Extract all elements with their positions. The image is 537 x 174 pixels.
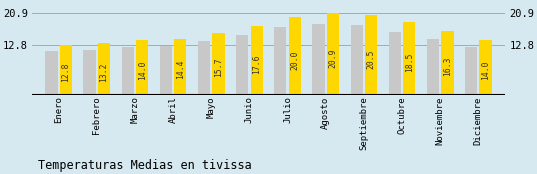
Text: 20.9: 20.9 <box>329 49 337 68</box>
Bar <box>98 43 110 95</box>
Bar <box>121 47 134 95</box>
Bar <box>83 50 96 95</box>
Text: 14.0: 14.0 <box>137 61 147 80</box>
Bar <box>389 32 401 95</box>
Text: 12.8: 12.8 <box>61 63 70 82</box>
Text: 20.0: 20.0 <box>291 50 299 70</box>
Text: 16.3: 16.3 <box>443 57 452 76</box>
Bar <box>60 45 72 95</box>
Bar <box>427 39 439 95</box>
Bar <box>465 47 477 95</box>
Text: 13.2: 13.2 <box>99 62 108 82</box>
Bar <box>175 39 186 95</box>
Text: 15.7: 15.7 <box>214 58 223 77</box>
Bar <box>45 51 57 95</box>
Text: 18.5: 18.5 <box>405 53 414 72</box>
Text: 14.4: 14.4 <box>176 60 185 80</box>
Text: 20.5: 20.5 <box>367 49 376 69</box>
Bar <box>136 40 148 95</box>
Bar <box>480 40 492 95</box>
Bar <box>365 15 377 95</box>
Bar <box>313 24 324 95</box>
Bar <box>351 25 362 95</box>
Bar <box>289 17 301 95</box>
Text: 17.6: 17.6 <box>252 54 261 74</box>
Bar <box>251 26 263 95</box>
Bar <box>198 41 210 95</box>
Bar <box>236 35 248 95</box>
Text: 14.0: 14.0 <box>481 61 490 80</box>
Bar <box>441 31 454 95</box>
Text: Temperaturas Medias en tivissa: Temperaturas Medias en tivissa <box>38 159 251 172</box>
Bar <box>327 13 339 95</box>
Bar <box>274 27 286 95</box>
Bar <box>160 46 172 95</box>
Bar <box>403 22 416 95</box>
Bar <box>213 33 224 95</box>
